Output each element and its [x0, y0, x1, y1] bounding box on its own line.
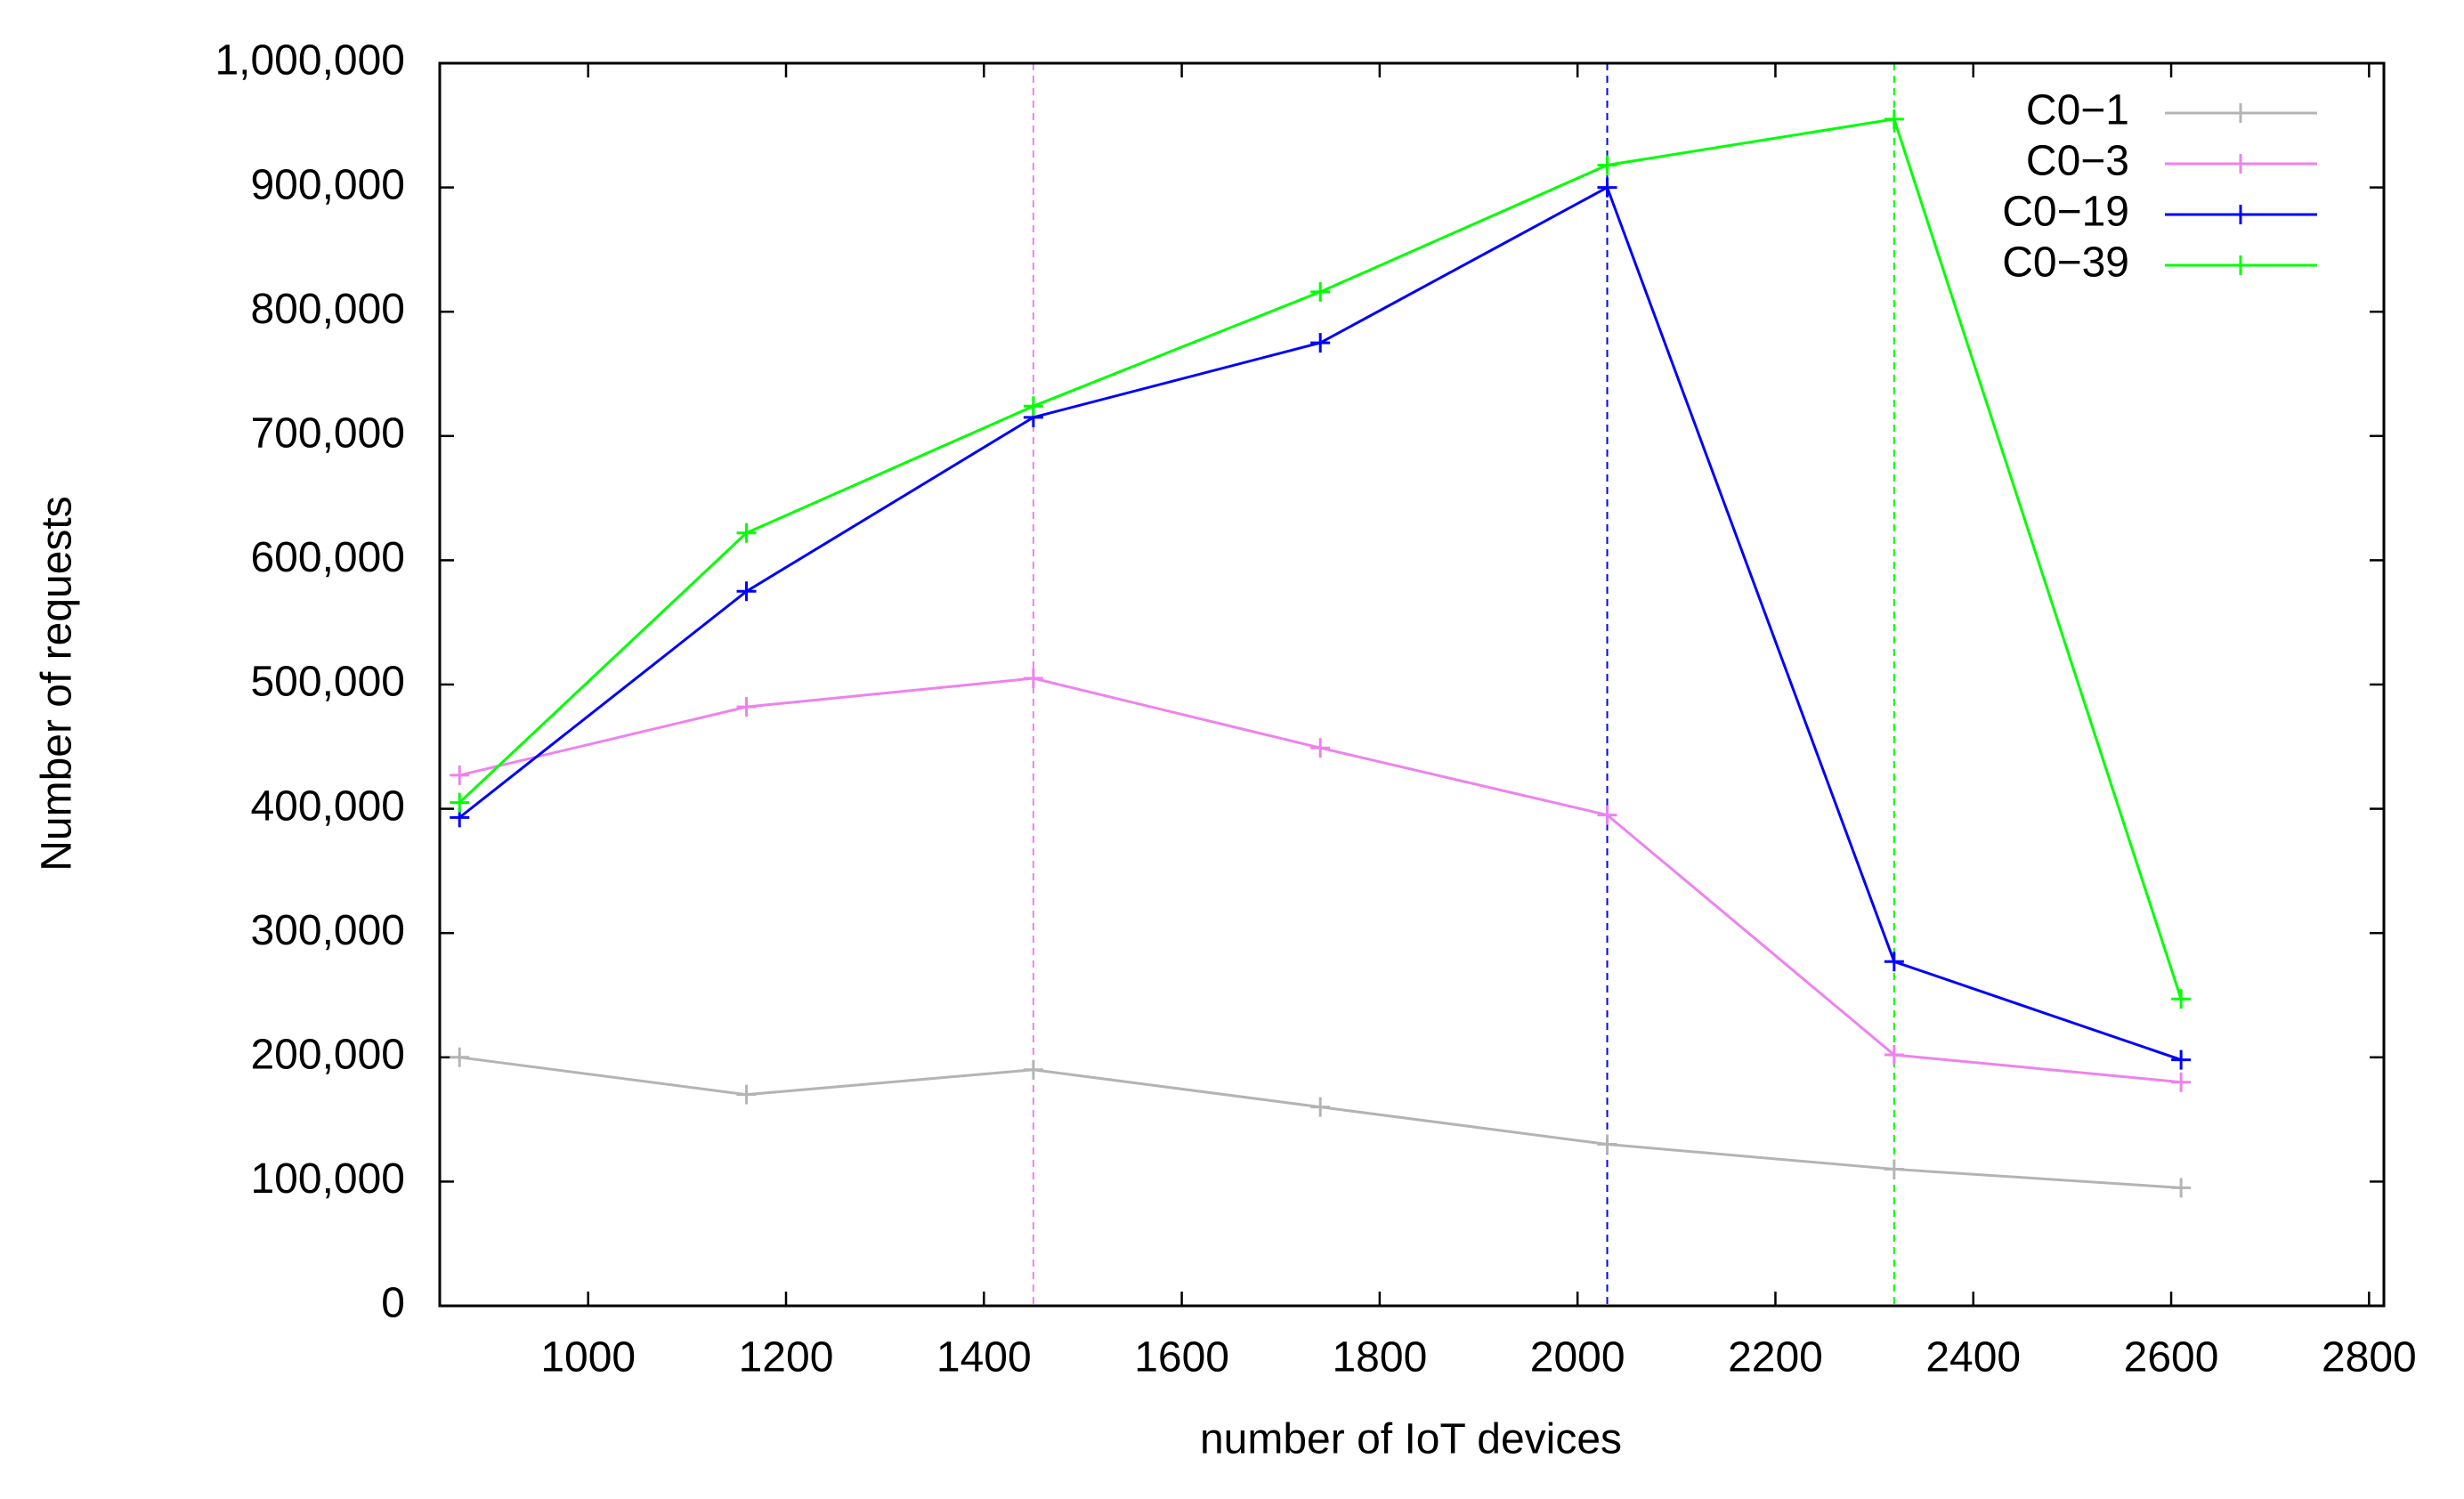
- legend-label: C0−1: [2026, 87, 2129, 134]
- series-line: [458, 185, 2182, 1062]
- x-tick-label: 2600: [2124, 1334, 2219, 1382]
- point-marker: [1597, 177, 1617, 198]
- point-marker: [1023, 1059, 1043, 1080]
- point-marker: [2171, 1049, 2192, 1070]
- point-marker: [1597, 805, 1617, 825]
- point-marker: [1884, 109, 1904, 129]
- y-axis-label: Number of requests: [34, 496, 81, 871]
- point-marker: [2171, 989, 2192, 1009]
- point-marker: [450, 792, 470, 813]
- legend-marker: [2231, 205, 2250, 224]
- legend-marker: [2231, 154, 2250, 174]
- y-tick-label: 600,000: [250, 534, 405, 581]
- y-tick-label: 100,000: [250, 1155, 405, 1203]
- x-tick-label: 1400: [936, 1334, 1032, 1382]
- x-tick-label: 1600: [1134, 1334, 1229, 1382]
- x-tick-label: 2200: [1728, 1334, 1823, 1382]
- x-tick-label: 2400: [1925, 1334, 2021, 1382]
- point-marker: [450, 765, 470, 785]
- point-marker: [450, 1047, 470, 1067]
- series-line: [459, 1056, 2182, 1189]
- point-marker: [1023, 668, 1043, 689]
- legend-marker: [2231, 255, 2250, 275]
- point-marker: [1310, 281, 1331, 302]
- point-marker: [1884, 1045, 1904, 1066]
- x-tick-label: 1200: [739, 1334, 834, 1382]
- point-marker: [1023, 396, 1043, 417]
- point-marker: [2171, 1178, 2192, 1198]
- legend-label: C0−19: [2002, 189, 2129, 236]
- x-tick-label: 2800: [2322, 1334, 2417, 1382]
- point-marker: [1310, 1097, 1331, 1117]
- point-marker: [1310, 333, 1331, 353]
- x-tick-label: 1800: [1332, 1334, 1427, 1382]
- y-tick-label: 200,000: [250, 1031, 405, 1078]
- legend-label: C0−39: [2002, 239, 2129, 287]
- point-marker: [736, 697, 757, 717]
- x-axis-label: number of IoT devices: [1200, 1416, 1622, 1463]
- point-marker: [1597, 1134, 1617, 1155]
- y-tick-label: 900,000: [250, 161, 405, 208]
- y-tick-label: 700,000: [250, 409, 405, 457]
- point-marker: [1310, 738, 1331, 758]
- point-marker: [1884, 952, 1904, 972]
- x-tick-label: 2000: [1530, 1334, 1625, 1382]
- y-tick-label: 800,000: [250, 286, 405, 333]
- point-marker: [736, 523, 757, 543]
- plot-frame: [438, 61, 2386, 1308]
- legend-label: C0−3: [2026, 138, 2129, 185]
- y-tick-label: 400,000: [250, 782, 405, 830]
- y-tick-label: 1,000,000: [215, 37, 405, 85]
- y-tick-label: 0: [381, 1280, 405, 1327]
- legend-marker: [2231, 103, 2250, 123]
- point-marker: [736, 1084, 757, 1105]
- y-tick-label: 300,000: [250, 907, 405, 954]
- x-tick-label: 1000: [540, 1334, 636, 1382]
- series-line: [458, 117, 2183, 1000]
- point-marker: [2171, 1072, 2192, 1092]
- point-marker: [736, 581, 757, 602]
- y-tick-label: 500,000: [250, 659, 405, 706]
- point-marker: [1597, 155, 1617, 175]
- point-marker: [1884, 1159, 1904, 1179]
